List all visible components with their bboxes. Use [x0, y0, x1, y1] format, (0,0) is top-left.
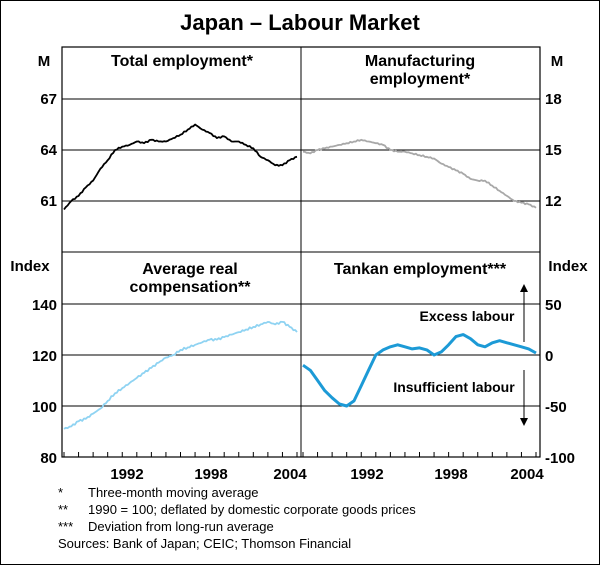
- xtick-label-left-1992: 1992: [110, 466, 143, 483]
- ytick-label-total-61: 61: [40, 193, 57, 210]
- series-line-manufacturing-employment: [302, 138, 537, 209]
- panel-title-tankan: Tankan employment***: [334, 261, 507, 278]
- axis-unit-manufacturing: M: [551, 53, 564, 70]
- panel-title-manufacturing-line2: employment*: [370, 71, 471, 88]
- ytick-label-compensation-80: 80: [40, 450, 57, 467]
- series-line-average-real-compensation: [63, 320, 298, 430]
- axis-unit-total: M: [38, 53, 51, 70]
- footnotes: * Three-month moving average ** 1990 = 100…: [58, 484, 416, 552]
- series-line-total-employment: [63, 123, 298, 211]
- footnote-text: Deviation from long-run average: [88, 519, 274, 534]
- ytick-label-tankan-minus100: -100: [545, 450, 575, 467]
- footnote-text: 1990 = 100; deflated by domestic corpora…: [88, 502, 416, 517]
- xtick-label-right-1998: 1998: [434, 466, 467, 483]
- ytick-label-manufacturing-12: 12: [545, 193, 562, 210]
- series-line-tankan-employment: [302, 333, 537, 408]
- ytick-label-manufacturing-15: 15: [545, 142, 562, 159]
- panel-title-compensation-line2: compensation**: [130, 279, 252, 296]
- footnote-2: ** 1990 = 100; deflated by domestic corpo…: [58, 501, 416, 518]
- sources-note: Sources: Bank of Japan; CEIC; Thomson Fi…: [58, 536, 352, 551]
- ytick-label-compensation-120: 120: [32, 348, 57, 365]
- axis-unit-tankan: Index: [548, 258, 588, 275]
- ytick-label-tankan-minus50: -50: [545, 399, 567, 416]
- footnote-mark: ***: [58, 519, 74, 534]
- axis-unit-compensation: Index: [10, 258, 50, 275]
- footnote-mark: *: [58, 485, 64, 500]
- footnote-mark: **: [58, 502, 69, 517]
- footnote-3: *** Deviation from long-run average: [58, 518, 416, 535]
- arrow-up-head: [520, 284, 528, 292]
- ytick-label-total-64: 64: [40, 142, 57, 159]
- arrow-down-head: [520, 418, 528, 426]
- footnote-text: Three-month moving average: [88, 485, 259, 500]
- xtick-label-right-1992: 1992: [350, 466, 383, 483]
- footnote-1: * Three-month moving average: [58, 484, 416, 501]
- ytick-label-tankan-0: 0: [545, 348, 553, 365]
- ytick-label-tankan-50: 50: [545, 297, 562, 314]
- xtick-label-right-2004: 2004: [510, 466, 544, 483]
- xtick-label-left-2004: 2004: [273, 466, 307, 483]
- gridlines: [62, 98, 540, 457]
- ytick-label-compensation-140: 140: [32, 297, 57, 314]
- annotation-excess-labour: Excess labour: [420, 308, 515, 324]
- panel-title-manufacturing-line1: Manufacturing: [365, 53, 475, 70]
- ytick-label-total-67: 67: [40, 91, 57, 108]
- panel-title-total: Total employment*: [111, 53, 254, 70]
- xtick-label-left-1998: 1998: [194, 466, 227, 483]
- annotation-insufficient-labour: Insufficient labour: [393, 379, 515, 395]
- ytick-label-compensation-100: 100: [32, 399, 57, 416]
- chart-title: Japan – Labour Market: [180, 10, 420, 35]
- ytick-label-manufacturing-18: 18: [545, 91, 562, 108]
- panel-title-compensation-line1: Average real: [142, 261, 237, 278]
